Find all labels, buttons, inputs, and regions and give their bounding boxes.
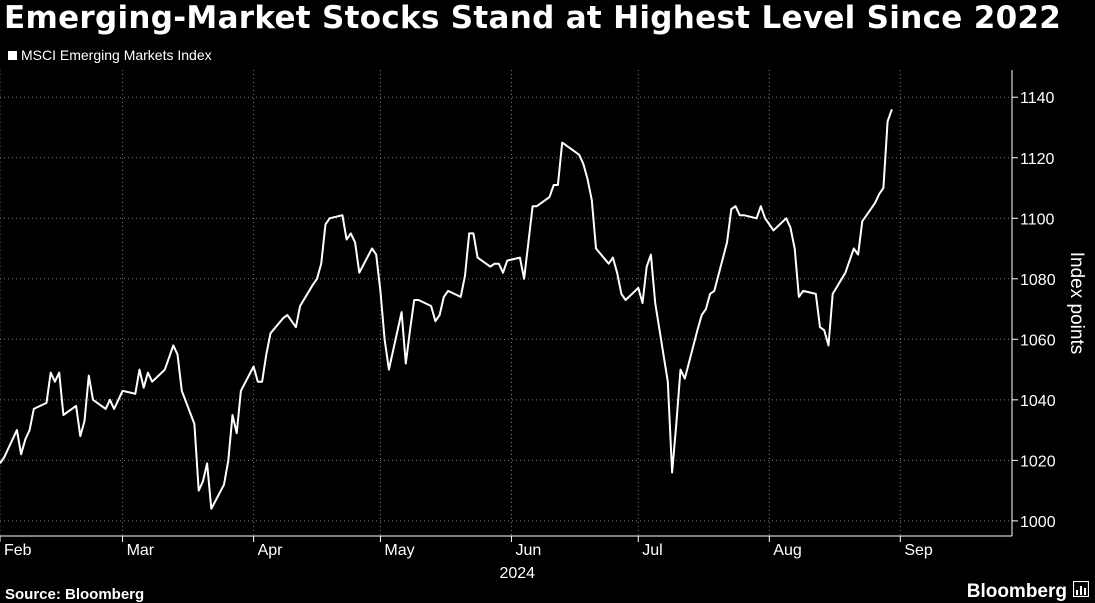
y-tick-label: 1020: [1020, 453, 1056, 470]
x-tick-label: Jun: [515, 542, 541, 559]
x-tick-label: Sep: [904, 542, 933, 559]
y-tick-label: 1040: [1020, 393, 1056, 410]
y-tick-label: 1000: [1020, 514, 1056, 531]
brand-wordmark: Bloomberg: [966, 581, 1067, 602]
x-tick-label: Jul: [642, 542, 662, 559]
bar-chart-icon: [1072, 580, 1090, 603]
chart-title: Emerging-Market Stocks Stand at Highest …: [4, 0, 1062, 36]
legend-label: MSCI Emerging Markets Index: [21, 47, 212, 63]
x-tick-label: Feb: [4, 542, 32, 559]
x-tick-label: Aug: [773, 542, 801, 559]
series-line: [0, 108, 893, 510]
x-tick-label: Apr: [258, 542, 284, 559]
y-tick-label: 1100: [1020, 211, 1055, 228]
source-note: Source: Bloomberg: [5, 586, 145, 603]
brand-logo: Bloomberg: [966, 580, 1090, 603]
y-tick-label: 1080: [1020, 272, 1056, 289]
y-tick-label: 1140: [1020, 90, 1055, 107]
x-tick-label: Mar: [127, 542, 155, 559]
legend: MSCI Emerging Markets Index: [8, 47, 212, 63]
y-tick-label: 1120: [1020, 151, 1055, 168]
y-tick-label: 1060: [1020, 332, 1056, 349]
x-year-label: 2024: [499, 565, 535, 582]
legend-swatch: [8, 50, 17, 60]
y-axis-title: Index points: [1066, 252, 1087, 354]
x-tick-label: May: [384, 542, 414, 559]
